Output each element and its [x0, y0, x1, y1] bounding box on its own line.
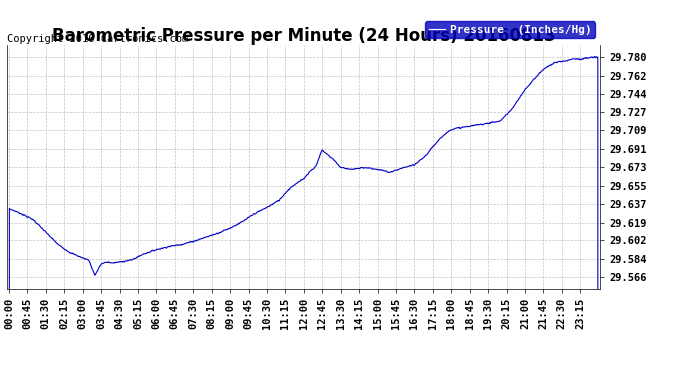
Pressure  (Inches/Hg) [591, 54, 599, 58]
Pressure  (Inches/Hg) [136, 254, 144, 258]
Legend: Pressure  (Inches/Hg): Pressure (Inches/Hg) [425, 21, 595, 38]
Text: Copyright 2016 Cartronics.com: Copyright 2016 Cartronics.com [8, 34, 189, 44]
Pressure  (Inches/Hg) [524, 84, 533, 88]
Pressure  (Inches/Hg) [472, 123, 480, 127]
Pressure  (Inches/Hg) [395, 167, 404, 171]
Pressure  (Inches/Hg) [121, 258, 130, 263]
Title: Barometric Pressure per Minute (24 Hours) 20160813: Barometric Pressure per Minute (24 Hours… [52, 27, 555, 45]
Line: Pressure  (Inches/Hg): Pressure (Inches/Hg) [9, 56, 598, 375]
Pressure  (Inches/Hg) [201, 235, 210, 239]
